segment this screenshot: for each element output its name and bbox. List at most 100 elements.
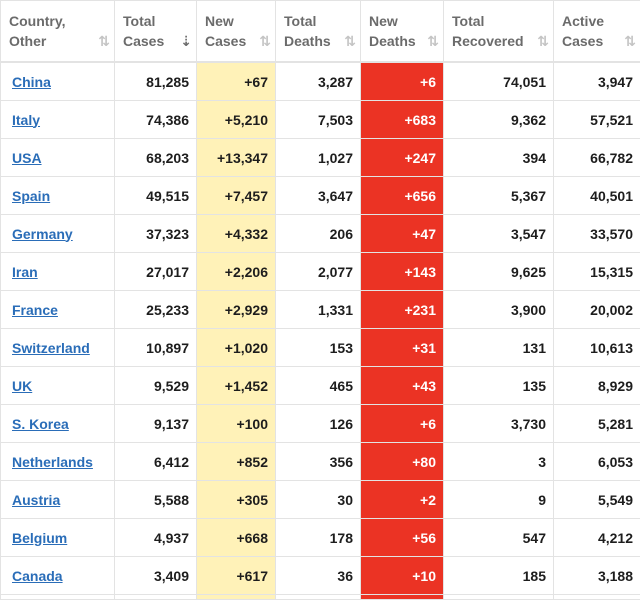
sort-icon[interactable]: ⇅	[259, 31, 269, 51]
new-deaths-cell: +683	[361, 101, 444, 139]
country-cell: France	[1, 291, 115, 329]
column-header-country[interactable]: Country, Other⇅	[1, 1, 115, 63]
country-cell: S. Korea	[1, 405, 115, 443]
new-deaths-cell: +43	[361, 367, 444, 405]
total-deaths-cell: 3,647	[276, 177, 361, 215]
country-link[interactable]: Iran	[12, 264, 38, 280]
country-link[interactable]: China	[12, 74, 51, 90]
new-deaths-cell: +656	[361, 177, 444, 215]
new-cases-cell: +2,929	[197, 291, 276, 329]
column-header-label: Total Recovered	[452, 11, 547, 51]
total-cases-cell: 9,529	[115, 367, 197, 405]
new-cases-cell: +305	[197, 481, 276, 519]
total-deaths-cell: 3,287	[276, 62, 361, 101]
active-cases-cell: 6,053	[554, 443, 640, 481]
header-row: Country, Other⇅Total Cases⇣New Cases⇅Tot…	[1, 1, 640, 63]
country-link[interactable]: France	[12, 302, 58, 318]
column-header-total-recovered[interactable]: Total Recovered⇅	[444, 1, 554, 63]
country-link[interactable]: Spain	[12, 188, 50, 204]
active-cases-cell: 8,929	[554, 367, 640, 405]
total-cases-cell: 25,233	[115, 291, 197, 329]
new-cases-cell: +1,452	[197, 367, 276, 405]
new-cases-cell: +852	[197, 443, 276, 481]
country-link[interactable]: S. Korea	[12, 416, 69, 432]
sort-icon[interactable]: ⇅	[98, 31, 108, 51]
country-cell: Switzerland	[1, 329, 115, 367]
total-deaths-cell: 206	[276, 215, 361, 253]
active-cases-cell: 3,947	[554, 62, 640, 101]
column-header-label: Active Cases	[562, 11, 634, 51]
country-cell: Netherlands	[1, 443, 115, 481]
new-deaths-cell: +10	[361, 557, 444, 595]
country-cell: UK	[1, 367, 115, 405]
total-deaths-cell: 153	[276, 329, 361, 367]
new-cases-cell: +13,347	[197, 139, 276, 177]
country-cell: USA	[1, 139, 115, 177]
active-cases-cell: 15,315	[554, 253, 640, 291]
total-deaths-cell: 356	[276, 443, 361, 481]
total-deaths-cell: 126	[276, 405, 361, 443]
total-deaths-cell: 7,503	[276, 101, 361, 139]
sort-icon[interactable]: ⇅	[624, 31, 634, 51]
total-recovered-cell: 9,362	[444, 101, 554, 139]
sort-icon[interactable]: ⇅	[344, 31, 354, 51]
new-cases-cell: +617	[197, 557, 276, 595]
new-deaths-cell: +6	[361, 62, 444, 101]
new-cases-cell: +7,457	[197, 177, 276, 215]
total-cases-cell: 74,386	[115, 101, 197, 139]
column-header-total-deaths[interactable]: Total Deaths⇅	[276, 1, 361, 63]
new-cases-cell: +668	[197, 519, 276, 557]
country-cell: Germany	[1, 215, 115, 253]
column-header-new-deaths[interactable]: New Deaths⇅	[361, 1, 444, 63]
country-link[interactable]: Canada	[12, 568, 63, 584]
total-recovered-cell: 3,900	[444, 291, 554, 329]
active-cases-cell: 57,521	[554, 101, 640, 139]
total-recovered-cell: 185	[444, 557, 554, 595]
country-link[interactable]: Italy	[12, 112, 40, 128]
total-cases-cell: 27,017	[115, 253, 197, 291]
country-link[interactable]: UK	[12, 378, 32, 394]
column-header-active-cases[interactable]: Active Cases⇅	[554, 1, 640, 63]
total-recovered-cell: 3,730	[444, 405, 554, 443]
active-cases-cell: 3,188	[554, 557, 640, 595]
new-deaths-cell: +6	[361, 405, 444, 443]
total-deaths-cell: 30	[276, 481, 361, 519]
column-header-total-cases[interactable]: Total Cases⇣	[115, 1, 197, 63]
total-cases-cell: 3,409	[115, 557, 197, 595]
country-cell: Canada	[1, 557, 115, 595]
sort-descending-icon[interactable]: ⇣	[180, 31, 190, 51]
country-link[interactable]: USA	[12, 150, 42, 166]
country-link[interactable]: Switzerland	[12, 340, 90, 356]
country-link[interactable]: Germany	[12, 226, 73, 242]
total-cases-cell: 81,285	[115, 62, 197, 101]
country-link[interactable]: Austria	[12, 492, 60, 508]
total-cases-cell: 9,137	[115, 405, 197, 443]
new-cases-cell: +2,206	[197, 253, 276, 291]
sort-icon[interactable]: ⇅	[537, 31, 547, 51]
active-cases-cell: 4,212	[554, 519, 640, 557]
country-cell: Belgium	[1, 519, 115, 557]
new-deaths-cell: +143	[361, 253, 444, 291]
active-cases-cell: 10,613	[554, 329, 640, 367]
active-cases-cell: 40,501	[554, 177, 640, 215]
country-link[interactable]: Belgium	[12, 530, 67, 546]
country-link[interactable]: Netherlands	[12, 454, 93, 470]
total-deaths-cell: 36	[276, 557, 361, 595]
active-cases-cell: 33,570	[554, 215, 640, 253]
column-header-new-cases[interactable]: New Cases⇅	[197, 1, 276, 63]
new-cases-cell: +4,332	[197, 215, 276, 253]
total-cases-cell: 4,937	[115, 519, 197, 557]
sort-icon[interactable]: ⇅	[427, 31, 437, 51]
total-recovered-cell: 74,051	[444, 62, 554, 101]
total-recovered-cell: 3	[444, 443, 554, 481]
